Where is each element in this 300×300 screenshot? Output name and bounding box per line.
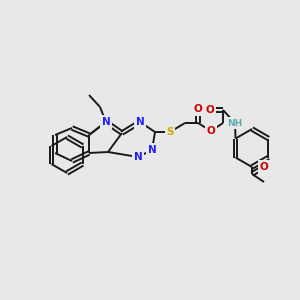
Text: N: N <box>134 152 142 162</box>
Text: S: S <box>166 127 174 137</box>
Text: O: O <box>260 162 268 172</box>
Text: N: N <box>102 117 110 127</box>
Text: O: O <box>207 126 215 136</box>
Text: N: N <box>148 145 156 155</box>
Text: O: O <box>194 104 202 114</box>
Text: O: O <box>206 105 214 115</box>
Text: NH: NH <box>227 118 243 127</box>
Text: N: N <box>136 117 144 127</box>
